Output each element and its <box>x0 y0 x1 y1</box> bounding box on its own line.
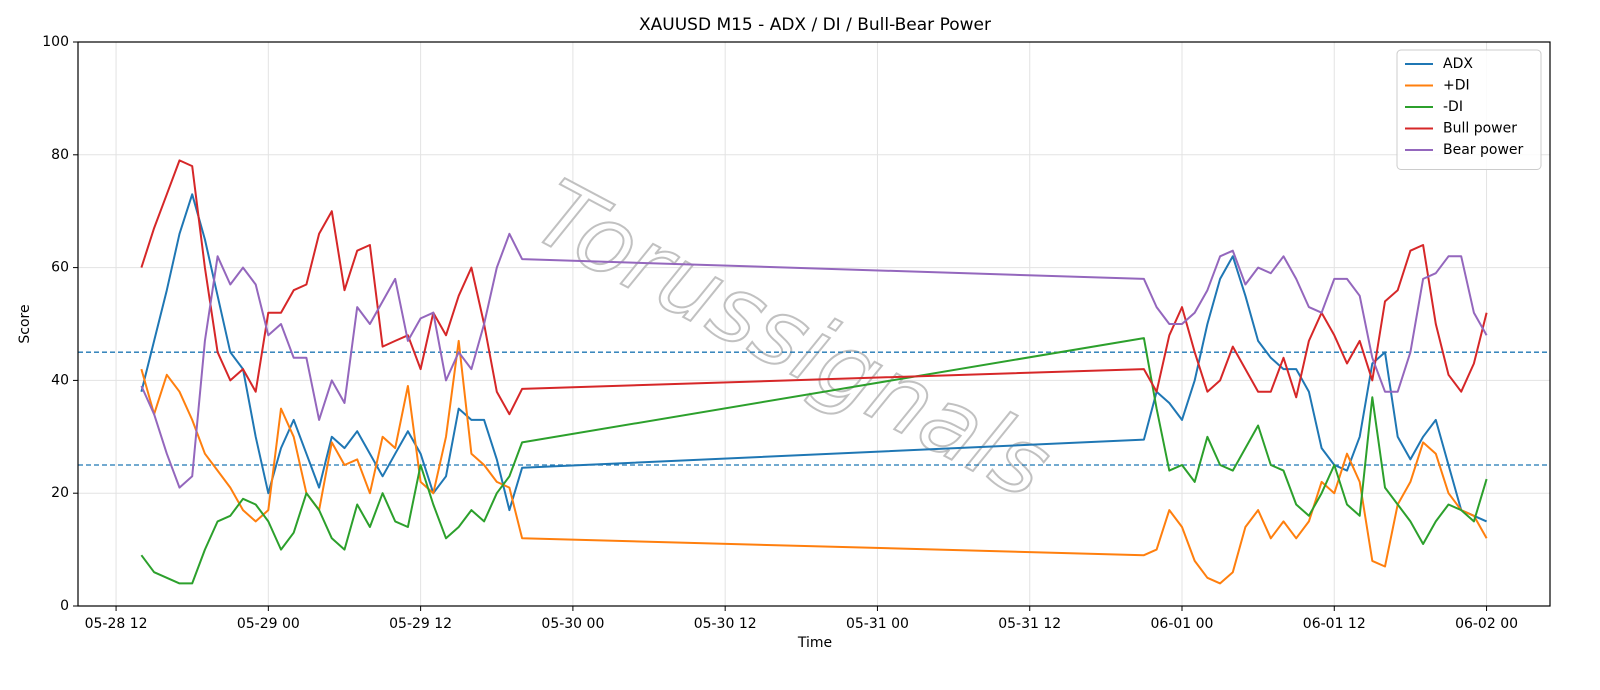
legend-label: Bull power <box>1443 121 1517 137</box>
legend-box <box>1396 49 1542 170</box>
x-tick-label: 05-29 00 <box>237 616 300 632</box>
y-tick-label: 60 <box>51 260 69 276</box>
series-line <box>140 232 1488 489</box>
y-tick-label: 100 <box>42 34 69 50</box>
x-tick-label: 05-28 12 <box>85 616 148 632</box>
y-tick-label: 40 <box>51 372 69 388</box>
x-tick-label: 05-30 00 <box>541 616 604 632</box>
legend-label: +DI <box>1443 78 1470 94</box>
legend-label: ADX <box>1443 56 1473 72</box>
legend-label: -DI <box>1443 99 1463 115</box>
x-tick-label: 06-01 12 <box>1303 616 1366 632</box>
y-tick-label: 20 <box>51 485 69 501</box>
legend-label: Bear power <box>1443 142 1524 158</box>
x-tick-label: 05-29 12 <box>389 616 452 632</box>
x-axis-label: Time <box>797 635 832 651</box>
chart-title: XAUUSD M15 - ADX / DI / Bull-Bear Power <box>639 15 991 35</box>
series-line <box>140 193 1488 523</box>
x-tick-label: 06-02 00 <box>1455 616 1518 632</box>
x-tick-label: 05-30 12 <box>694 616 757 632</box>
series-line <box>140 337 1488 585</box>
x-tick-label: 06-01 00 <box>1151 616 1214 632</box>
x-tick-label: 05-31 12 <box>998 616 1061 632</box>
series-line <box>140 339 1488 585</box>
x-tick-label: 05-31 00 <box>846 616 909 632</box>
plot-frame <box>77 41 1551 607</box>
y-tick-label: 80 <box>51 147 69 163</box>
y-tick-label: 0 <box>60 598 69 614</box>
series-line <box>140 159 1488 416</box>
y-axis-label: Score <box>17 304 33 343</box>
